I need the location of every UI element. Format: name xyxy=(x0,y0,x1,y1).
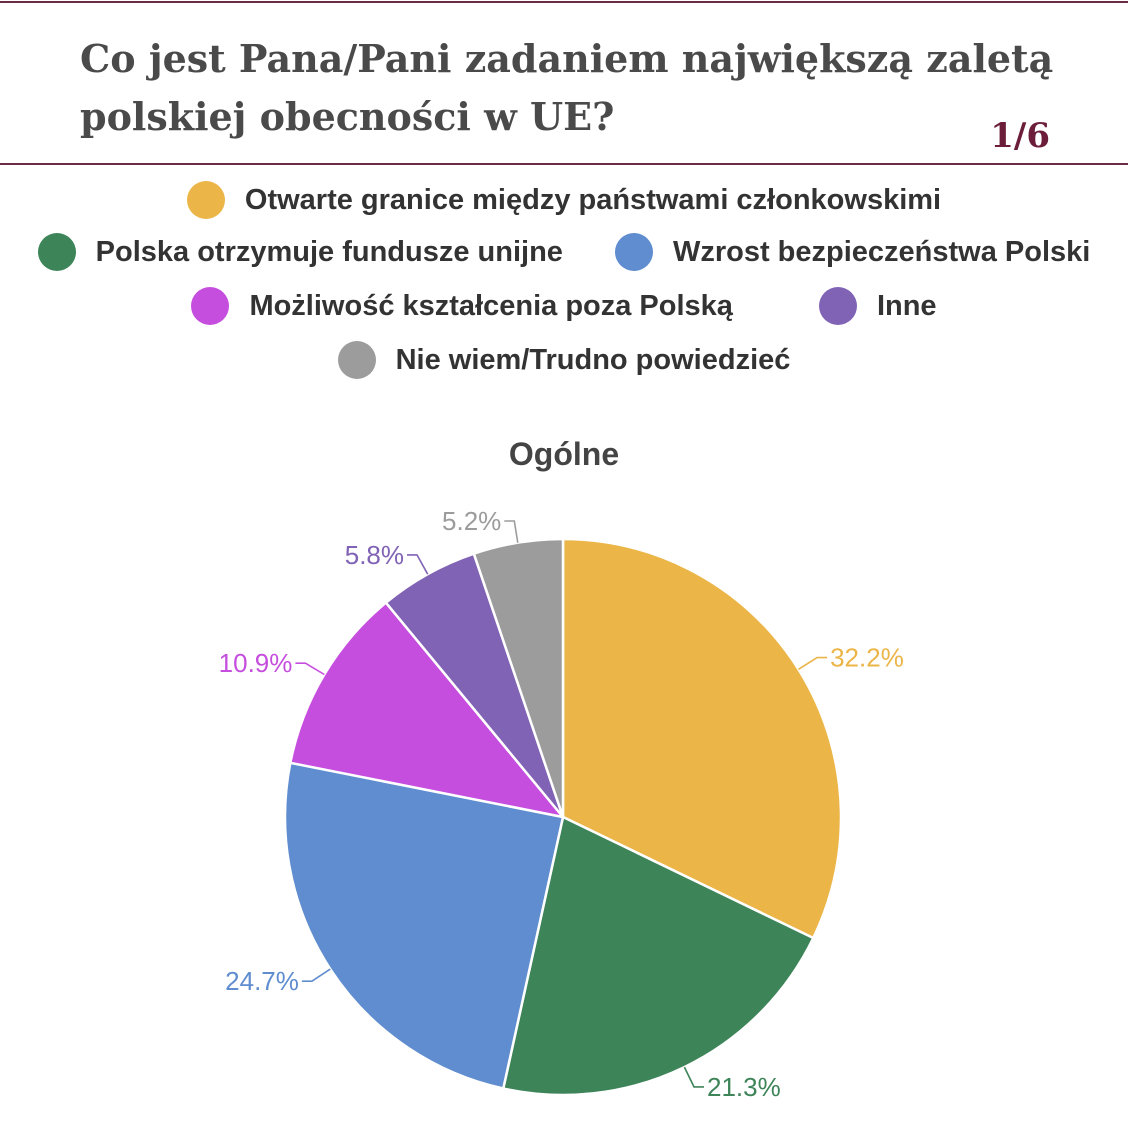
label-dont-know: 5.2% xyxy=(442,506,501,536)
legend-swatch xyxy=(191,287,230,325)
label-eu-funds: 21.3% xyxy=(707,1072,781,1102)
legend-label: Otwarte granice między państwami członko… xyxy=(244,183,942,216)
leader-line xyxy=(301,968,331,983)
leader-line xyxy=(504,520,519,543)
legend-item-security[interactable]: Wzrost bezpieczeństwa Polski xyxy=(614,233,1091,271)
legend-item-open-borders[interactable]: Otwarte granice między państwami członko… xyxy=(186,181,942,219)
legend-label: Możliwość kształcenia poza Polską xyxy=(249,289,733,322)
leader-line xyxy=(407,554,429,575)
legend-item-eu-funds[interactable]: Polska otrzymuje fundusze unijne xyxy=(37,233,563,271)
legend-label: Polska otrzymuje fundusze unijne xyxy=(95,235,563,268)
label-education: 10.9% xyxy=(219,648,293,678)
legend-item-dont-know[interactable]: Nie wiem/Trudno powiedzieć xyxy=(337,341,791,379)
legend-row: Możliwość kształcenia poza Polską Inne xyxy=(0,282,1128,330)
legend-label: Nie wiem/Trudno powiedzieć xyxy=(395,343,791,376)
leader-line xyxy=(683,1066,704,1088)
legend-item-other[interactable]: Inne xyxy=(818,287,937,325)
chart-title: Ogólne xyxy=(508,436,620,472)
legend-swatch xyxy=(614,233,653,271)
page-title: Co jest Pana/Pani zadaniem największą za… xyxy=(80,36,1054,139)
legend-row: Nie wiem/Trudno powiedzieć xyxy=(0,336,1128,384)
legend-row: Otwarte granice między państwami członko… xyxy=(0,176,1128,224)
leader-line xyxy=(295,662,325,676)
legend-swatch xyxy=(337,341,376,379)
slice-eu-funds[interactable] xyxy=(502,815,815,1097)
slice-open-borders[interactable] xyxy=(561,537,843,940)
label-other: 5.8% xyxy=(345,540,404,570)
legend-label: Inne xyxy=(876,289,937,322)
label-open-borders: 32.2% xyxy=(830,643,904,673)
legend-label: Wzrost bezpieczeństwa Polski xyxy=(672,235,1091,268)
legend-swatch xyxy=(186,181,225,219)
top-rule xyxy=(0,1,1128,3)
legend-row: Polska otrzymuje fundusze unijne Wzrost … xyxy=(0,228,1128,276)
legend-swatch xyxy=(818,287,857,325)
page-indicator: 1/6 xyxy=(990,116,1050,156)
legend-swatch xyxy=(37,233,76,271)
slice-education[interactable] xyxy=(289,601,565,819)
header-rule xyxy=(0,163,1128,165)
legend-item-education[interactable]: Możliwość kształcenia poza Polską xyxy=(191,287,733,325)
slice-dont-know[interactable] xyxy=(472,537,565,819)
leader-line xyxy=(798,656,828,670)
label-security: 24.7% xyxy=(225,966,299,996)
